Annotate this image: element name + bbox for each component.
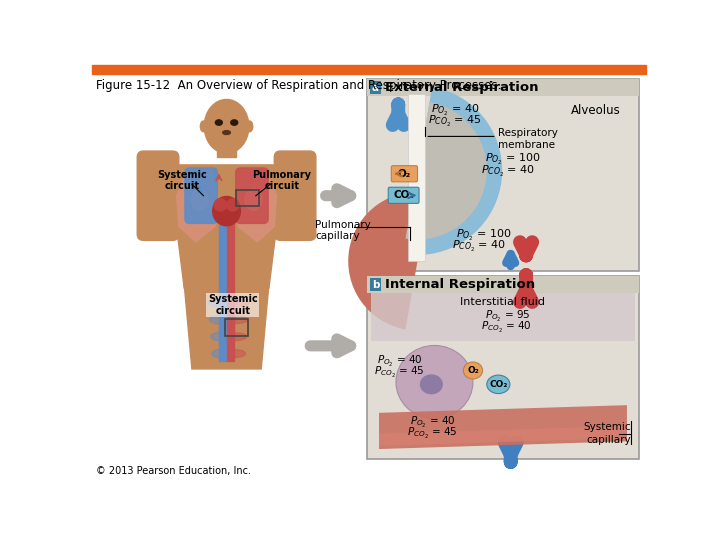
Text: Pulmonary
circuit: Pulmonary circuit: [253, 170, 312, 191]
Ellipse shape: [464, 362, 482, 379]
Bar: [367, 79, 639, 96]
Bar: [235, 190, 259, 206]
Text: Systemic
circuit: Systemic circuit: [157, 170, 207, 191]
FancyBboxPatch shape: [392, 166, 418, 182]
Text: Pulmonary
capillary: Pulmonary capillary: [315, 220, 371, 241]
Text: Respiratory
membrane: Respiratory membrane: [498, 127, 558, 150]
Text: Alveolus: Alveolus: [571, 104, 621, 117]
Wedge shape: [405, 102, 487, 240]
Ellipse shape: [200, 121, 207, 132]
Text: $P_{O_2}$ = 95: $P_{O_2}$ = 95: [485, 309, 531, 324]
FancyBboxPatch shape: [274, 151, 316, 240]
Polygon shape: [168, 165, 284, 288]
Bar: [367, 276, 639, 293]
FancyBboxPatch shape: [235, 168, 268, 224]
Text: $P_{CO_2}$ = 45: $P_{CO_2}$ = 45: [407, 426, 457, 441]
FancyBboxPatch shape: [388, 187, 419, 204]
Text: Figure 15-12  An Overview of Respiration and Respiratory Processes.: Figure 15-12 An Overview of Respiration …: [96, 79, 502, 92]
FancyBboxPatch shape: [370, 279, 381, 291]
FancyBboxPatch shape: [370, 82, 381, 93]
Bar: [92, 65, 647, 74]
Text: $P_{O_2}$ = 40: $P_{O_2}$ = 40: [377, 354, 423, 369]
Text: $P_{CO_2}$ = 40: $P_{CO_2}$ = 40: [452, 239, 506, 254]
Polygon shape: [235, 168, 276, 242]
Text: CO₂: CO₂: [489, 380, 508, 389]
Ellipse shape: [211, 332, 235, 341]
Ellipse shape: [215, 199, 227, 211]
Text: $P_{CO_2}$ = 45: $P_{CO_2}$ = 45: [428, 114, 482, 129]
Ellipse shape: [226, 350, 246, 357]
Text: a: a: [372, 83, 379, 92]
Text: Systemic
capillary: Systemic capillary: [583, 422, 631, 445]
Bar: [217, 136, 235, 157]
Text: O₂: O₂: [467, 366, 479, 375]
Text: External Respiration: External Respiration: [385, 80, 539, 93]
Text: © 2013 Pearson Education, Inc.: © 2013 Pearson Education, Inc.: [96, 466, 251, 476]
Ellipse shape: [396, 346, 473, 418]
Text: $P_{O_2}$ = 100: $P_{O_2}$ = 100: [485, 152, 541, 167]
Ellipse shape: [209, 298, 237, 307]
Text: b: b: [372, 280, 379, 289]
Ellipse shape: [231, 120, 238, 125]
Text: CO₂: CO₂: [393, 190, 414, 200]
Text: Systemic
circuit: Systemic circuit: [208, 294, 258, 316]
Ellipse shape: [420, 374, 443, 394]
Ellipse shape: [487, 375, 510, 394]
Ellipse shape: [212, 349, 233, 358]
FancyBboxPatch shape: [138, 151, 179, 240]
Bar: [372, 294, 634, 341]
Text: $P_{O_2}$ = 40: $P_{O_2}$ = 40: [410, 415, 455, 430]
Wedge shape: [348, 192, 430, 329]
Text: $P_{CO_2}$ = 40: $P_{CO_2}$ = 40: [482, 320, 532, 335]
Bar: [408, 94, 426, 261]
Ellipse shape: [222, 299, 249, 307]
Text: Interstitial fluid: Interstitial fluid: [461, 296, 546, 307]
Ellipse shape: [204, 99, 249, 153]
Ellipse shape: [246, 121, 253, 132]
Bar: [219, 211, 226, 361]
Polygon shape: [379, 405, 627, 449]
Polygon shape: [176, 168, 217, 242]
Polygon shape: [379, 426, 627, 446]
Text: $P_{CO_2}$ = 45: $P_{CO_2}$ = 45: [374, 364, 425, 380]
Text: Internal Respiration: Internal Respiration: [385, 278, 535, 291]
Polygon shape: [184, 284, 269, 369]
Ellipse shape: [227, 199, 239, 211]
Text: $P_{O_2}$ = 40: $P_{O_2}$ = 40: [431, 103, 480, 118]
Bar: [367, 79, 639, 271]
Text: $P_{O_2}$ = 100: $P_{O_2}$ = 100: [456, 227, 512, 242]
Ellipse shape: [224, 316, 248, 323]
FancyBboxPatch shape: [185, 168, 217, 224]
Ellipse shape: [191, 189, 208, 211]
Ellipse shape: [225, 333, 246, 340]
Ellipse shape: [212, 197, 240, 226]
Ellipse shape: [215, 120, 222, 125]
Ellipse shape: [245, 189, 262, 211]
Ellipse shape: [210, 315, 235, 325]
Text: O₂: O₂: [397, 169, 411, 179]
Bar: [225, 319, 248, 336]
Bar: [228, 211, 234, 361]
Ellipse shape: [222, 131, 230, 134]
Wedge shape: [402, 87, 503, 255]
Text: $P_{CO_2}$ = 40: $P_{CO_2}$ = 40: [482, 164, 536, 179]
Bar: [367, 276, 639, 459]
